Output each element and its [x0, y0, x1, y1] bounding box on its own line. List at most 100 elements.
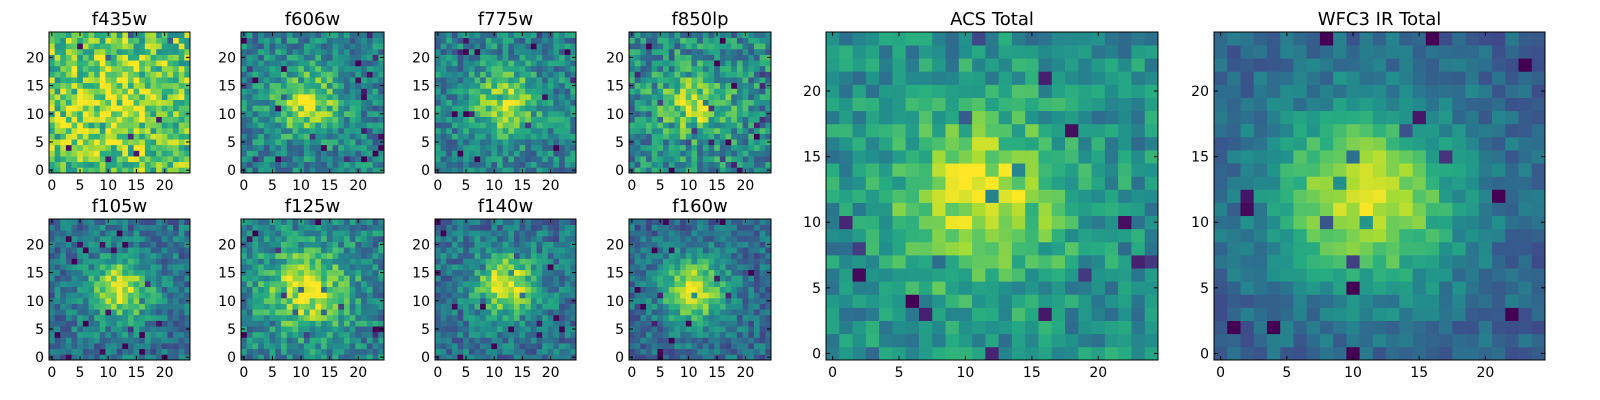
- y-tick-label: 10: [26, 107, 44, 123]
- heatmap-cell: [474, 144, 481, 151]
- heatmap-cell: [292, 230, 299, 237]
- heatmap-cell: [167, 269, 174, 276]
- heatmap-cell: [372, 37, 379, 44]
- heatmap-cell: [173, 133, 180, 140]
- heatmap-cell: [519, 116, 526, 123]
- heatmap-cell: [88, 88, 95, 95]
- heatmap-cell: [719, 127, 726, 134]
- heatmap-cell: [71, 331, 78, 338]
- heatmap-cell: [178, 144, 185, 151]
- heatmap-cell: [173, 286, 180, 293]
- heatmap-cell: [116, 309, 123, 316]
- heatmap-cell: [315, 247, 322, 254]
- heatmap-cell: [178, 161, 185, 168]
- heatmap-cell: [167, 326, 174, 333]
- heatmap-cell: [82, 292, 89, 299]
- heatmap-cell: [355, 309, 362, 316]
- heatmap-cell: [275, 60, 282, 67]
- heatmap-cell: [71, 133, 78, 140]
- heatmap-cell: [156, 116, 163, 123]
- heatmap-cell: [629, 337, 636, 344]
- heatmap-cell: [468, 99, 475, 106]
- heatmap-cell: [54, 99, 61, 106]
- heatmap-cell: [49, 116, 55, 123]
- heatmap-cell: [99, 348, 106, 355]
- heatmap-cell: [559, 65, 566, 72]
- heatmap-cell: [719, 71, 726, 78]
- heatmap-cell: [663, 88, 670, 95]
- heatmap-cell: [474, 230, 481, 237]
- heatmap-cell: [640, 156, 647, 163]
- heatmap-cell: [184, 122, 191, 129]
- heatmap-cell: [303, 65, 310, 72]
- heatmap-cell: [139, 37, 146, 44]
- heatmap-cell: [321, 219, 328, 225]
- heatmap-cell: [547, 122, 554, 129]
- heatmap-cell: [719, 150, 726, 157]
- heatmap-cell: [742, 54, 749, 61]
- heatmap-cell: [343, 32, 351, 38]
- heatmap-cell: [88, 60, 95, 67]
- heatmap-cell: [161, 43, 168, 50]
- heatmap-cell: [435, 65, 441, 72]
- heatmap-cell: [246, 133, 253, 140]
- heatmap-cell: [759, 32, 766, 38]
- heatmap-cell: [640, 275, 647, 282]
- heatmap-cell: [513, 343, 520, 350]
- heatmap-cell: [702, 60, 709, 67]
- heatmap-cell: [685, 37, 692, 44]
- heatmap-cell: [378, 71, 385, 78]
- heatmap-cell: [570, 71, 577, 78]
- heatmap-cell: [99, 281, 106, 288]
- heatmap-cell: [657, 82, 664, 89]
- heatmap-cell: [65, 258, 72, 265]
- heatmap-cell: [685, 275, 692, 282]
- heatmap-cell: [161, 133, 168, 140]
- heatmap-cell: [480, 264, 487, 271]
- heatmap-cell: [697, 314, 704, 321]
- heatmap-cell: [513, 348, 520, 355]
- heatmap-cell: [326, 281, 333, 288]
- heatmap-cell: [127, 77, 134, 84]
- heatmap-cell: [127, 156, 134, 163]
- heatmap-cell: [65, 54, 72, 61]
- heatmap-cell: [88, 94, 95, 101]
- heatmap-cell: [292, 110, 299, 117]
- heatmap-cell: [65, 281, 72, 288]
- heatmap-cell: [246, 343, 253, 350]
- panel-title: f125w: [285, 196, 340, 217]
- heatmap-cell: [668, 116, 675, 123]
- heatmap-cell: [178, 235, 185, 242]
- heatmap-cell: [167, 122, 174, 129]
- heatmap-cell: [708, 269, 715, 276]
- heatmap-cell: [547, 127, 554, 134]
- heatmap-cell: [65, 116, 72, 123]
- heatmap-cell: [564, 337, 571, 344]
- heatmap-cell: [150, 60, 157, 67]
- heatmap-cell: [564, 48, 571, 55]
- heatmap-cell: [286, 65, 293, 72]
- heatmap-cell: [54, 297, 61, 304]
- heatmap-cell: [519, 292, 526, 299]
- heatmap-cell: [303, 105, 310, 112]
- heatmap-cell: [457, 343, 464, 350]
- heatmap-cell: [286, 264, 293, 271]
- heatmap-cell: [708, 116, 715, 123]
- heatmap-cell: [82, 303, 89, 310]
- heatmap-cell: [60, 320, 67, 327]
- heatmap-cell: [71, 144, 78, 151]
- heatmap-cell: [513, 99, 520, 106]
- heatmap-cell: [263, 71, 270, 78]
- heatmap-cell: [77, 105, 84, 112]
- heatmap-cell: [269, 48, 276, 55]
- heatmap-cell: [559, 224, 566, 231]
- heatmap-cell: [748, 150, 755, 157]
- heatmap-cell: [71, 156, 78, 163]
- heatmap-cell: [663, 269, 670, 276]
- heatmap-cell: [708, 292, 715, 299]
- heatmap-cell: [252, 110, 259, 117]
- heatmap-cell: [714, 71, 721, 78]
- heatmap-cell: [286, 297, 293, 304]
- heatmap-cell: [742, 156, 749, 163]
